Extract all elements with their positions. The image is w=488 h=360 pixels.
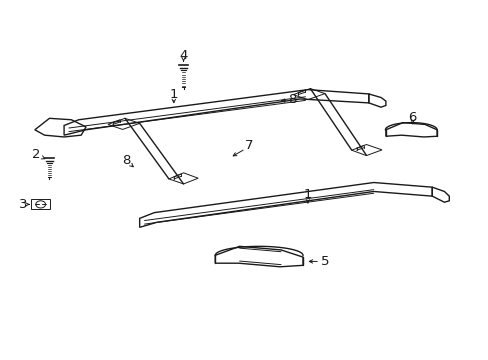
Text: 8: 8 [122, 154, 130, 167]
Text: 1: 1 [169, 88, 178, 101]
Text: 2: 2 [32, 148, 40, 161]
Text: 7: 7 [244, 139, 253, 152]
Text: 8: 8 [287, 93, 296, 106]
Text: 4: 4 [179, 49, 187, 62]
Text: 3: 3 [19, 198, 27, 211]
Text: 5: 5 [320, 255, 328, 268]
Text: 6: 6 [407, 112, 416, 125]
Text: 1: 1 [303, 188, 311, 201]
